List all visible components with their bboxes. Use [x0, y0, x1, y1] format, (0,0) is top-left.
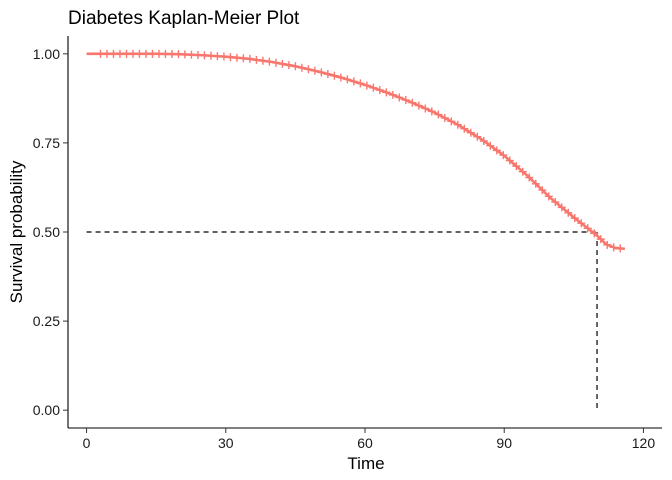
- censor-marker: [609, 243, 618, 252]
- survival-curve: [86, 52, 625, 251]
- censor-marker: [245, 54, 254, 63]
- censor-marker: [408, 98, 417, 107]
- censor-marker: [343, 75, 352, 84]
- y-tick-label: 0.75: [33, 135, 60, 151]
- censor-marker: [284, 61, 293, 70]
- x-tick-label: 120: [632, 435, 656, 451]
- censor-marker: [531, 179, 540, 188]
- censor-marker: [291, 62, 300, 71]
- censor-marker: [479, 136, 488, 145]
- censor-marker: [557, 203, 566, 212]
- censor-marker: [492, 146, 501, 155]
- censor-marker: [525, 173, 534, 182]
- censor-marker: [551, 197, 560, 206]
- censor-marker: [414, 101, 423, 110]
- censor-marker: [349, 77, 358, 86]
- censor-marker: [499, 151, 508, 160]
- censor-marker: [362, 81, 371, 90]
- censor-marker: [304, 65, 313, 74]
- censor-marker: [512, 162, 521, 171]
- censor-marker: [427, 107, 436, 116]
- censor-marker: [590, 229, 599, 238]
- plot-area: 0 30 60 90 120 0.00 0.25 0.50 0.75 1.00: [33, 36, 662, 451]
- censor-marker: [447, 117, 456, 126]
- censor-marker: [336, 73, 345, 82]
- censor-marker: [473, 132, 482, 141]
- censor-marker: [317, 68, 326, 77]
- censor-marker: [375, 86, 384, 95]
- censor-marker: [460, 124, 469, 133]
- censor-marker: [616, 244, 625, 253]
- censor-marker: [330, 71, 339, 80]
- y-axis-title: Survival probability: [7, 160, 26, 303]
- censor-marker: [388, 90, 397, 99]
- x-tick-label: 90: [496, 435, 512, 451]
- censor-marker: [603, 240, 612, 249]
- censor-marker: [310, 66, 319, 75]
- censor-marker: [297, 63, 306, 72]
- censor-marker: [596, 235, 605, 244]
- censor-marker: [538, 186, 547, 195]
- censor-marker: [570, 214, 579, 223]
- censor-marker: [252, 55, 261, 64]
- censor-marker: [577, 219, 586, 228]
- censor-marker: [278, 59, 287, 68]
- censor-marker: [505, 156, 514, 165]
- censor-marker: [271, 58, 280, 67]
- censor-marker: [323, 70, 332, 79]
- censor-marker: [466, 128, 475, 137]
- x-tick-label: 60: [357, 435, 373, 451]
- chart-title: Diabetes Kaplan-Meier Plot: [68, 8, 300, 29]
- censor-marker: [518, 167, 527, 176]
- censor-marker: [395, 93, 404, 102]
- y-tick-label: 1.00: [33, 46, 60, 62]
- censor-marker: [258, 56, 267, 65]
- censor-marker: [486, 141, 495, 150]
- censor-marker: [265, 57, 274, 66]
- censor-marker: [583, 224, 592, 233]
- censor-marker: [440, 113, 449, 122]
- censor-marker: [401, 96, 410, 105]
- censor-marker: [421, 104, 430, 113]
- x-tick-label: 30: [218, 435, 234, 451]
- censor-marker: [434, 110, 443, 119]
- x-tick-label: 0: [83, 435, 91, 451]
- censor-marker: [453, 120, 462, 129]
- censor-marker: [369, 83, 378, 92]
- x-axis-title: Time: [347, 454, 384, 473]
- y-tick-label: 0.25: [33, 313, 60, 329]
- censor-marker: [382, 88, 391, 97]
- y-tick-label: 0.50: [33, 224, 60, 240]
- censor-marker: [356, 79, 365, 88]
- censor-marker: [564, 208, 573, 217]
- y-tick-label: 0.00: [33, 402, 60, 418]
- censor-marker: [544, 192, 553, 201]
